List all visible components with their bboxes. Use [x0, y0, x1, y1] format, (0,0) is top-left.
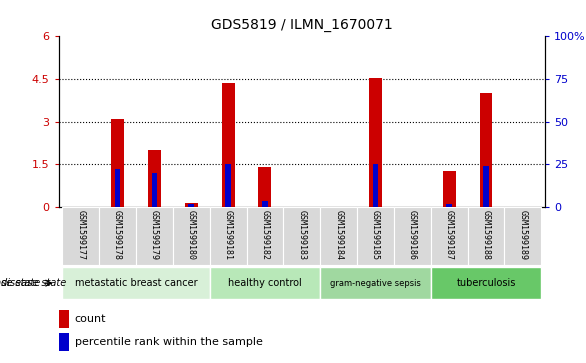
- Text: GSM1599186: GSM1599186: [408, 210, 417, 260]
- Bar: [262, 201, 268, 207]
- Bar: [320, 267, 431, 299]
- Bar: [431, 267, 541, 299]
- Text: metastatic breast cancer: metastatic breast cancer: [74, 278, 197, 288]
- Text: GSM1599183: GSM1599183: [297, 210, 306, 260]
- Bar: [258, 167, 271, 207]
- Bar: [210, 267, 320, 299]
- Text: percentile rank within the sample: percentile rank within the sample: [74, 337, 263, 347]
- Bar: [443, 171, 456, 207]
- Bar: [226, 164, 231, 207]
- Text: disease state: disease state: [0, 278, 40, 288]
- Text: GSM1599187: GSM1599187: [445, 210, 454, 260]
- Bar: [62, 267, 210, 299]
- Bar: [373, 164, 378, 207]
- Bar: [479, 93, 492, 207]
- Text: GSM1599180: GSM1599180: [187, 210, 196, 260]
- Text: healthy control: healthy control: [228, 278, 302, 288]
- Bar: [148, 150, 161, 207]
- Bar: [62, 207, 99, 265]
- Text: tuberculosis: tuberculosis: [456, 278, 516, 288]
- Text: GSM1599179: GSM1599179: [150, 210, 159, 260]
- Bar: [505, 207, 541, 265]
- Bar: [99, 207, 136, 265]
- Text: GSM1599184: GSM1599184: [334, 210, 343, 260]
- Bar: [369, 78, 382, 207]
- Text: gram-negative sepsis: gram-negative sepsis: [330, 279, 421, 287]
- Bar: [210, 207, 247, 265]
- Bar: [59, 333, 69, 351]
- Text: GSM1599177: GSM1599177: [76, 210, 85, 260]
- Bar: [247, 207, 284, 265]
- Text: GSM1599181: GSM1599181: [224, 210, 233, 260]
- Text: count: count: [74, 314, 106, 324]
- Bar: [111, 119, 124, 207]
- Text: GSM1599188: GSM1599188: [482, 210, 490, 260]
- Bar: [185, 203, 197, 207]
- Bar: [357, 207, 394, 265]
- Bar: [136, 207, 173, 265]
- Bar: [284, 207, 320, 265]
- Bar: [173, 207, 210, 265]
- Bar: [320, 207, 357, 265]
- Bar: [394, 207, 431, 265]
- Bar: [115, 168, 120, 207]
- Bar: [447, 204, 452, 207]
- Bar: [152, 173, 157, 207]
- Bar: [189, 204, 194, 207]
- Bar: [222, 83, 234, 207]
- Bar: [431, 207, 468, 265]
- Bar: [59, 310, 69, 328]
- Text: disease state: disease state: [1, 278, 66, 288]
- Bar: [483, 166, 489, 207]
- Text: GSM1599182: GSM1599182: [260, 210, 270, 260]
- Text: GSM1599189: GSM1599189: [519, 210, 527, 260]
- Title: GDS5819 / ILMN_1670071: GDS5819 / ILMN_1670071: [211, 19, 393, 33]
- Text: GSM1599178: GSM1599178: [113, 210, 122, 260]
- Text: GSM1599185: GSM1599185: [371, 210, 380, 260]
- Bar: [468, 207, 505, 265]
